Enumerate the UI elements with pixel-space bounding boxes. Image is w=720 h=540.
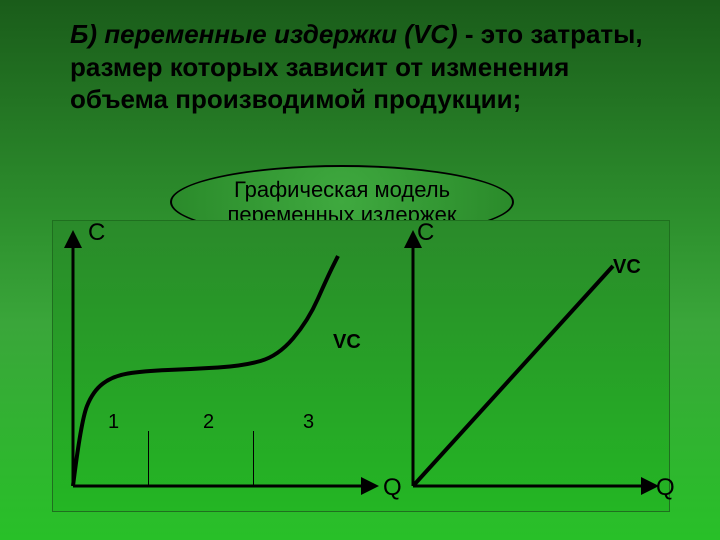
right-vc-curve bbox=[413, 266, 613, 486]
slide-title: Б) переменные издержки (VC) - это затрат… bbox=[70, 18, 670, 116]
left-axes bbox=[73, 236, 373, 486]
right-axes bbox=[413, 236, 653, 486]
chart-area: C Q VC C Q VC 1 2 3 bbox=[52, 220, 670, 512]
title-b: Б) переменные издержки (VC) bbox=[70, 19, 458, 49]
chart-svg bbox=[53, 221, 669, 511]
left-vc-curve bbox=[73, 256, 338, 486]
